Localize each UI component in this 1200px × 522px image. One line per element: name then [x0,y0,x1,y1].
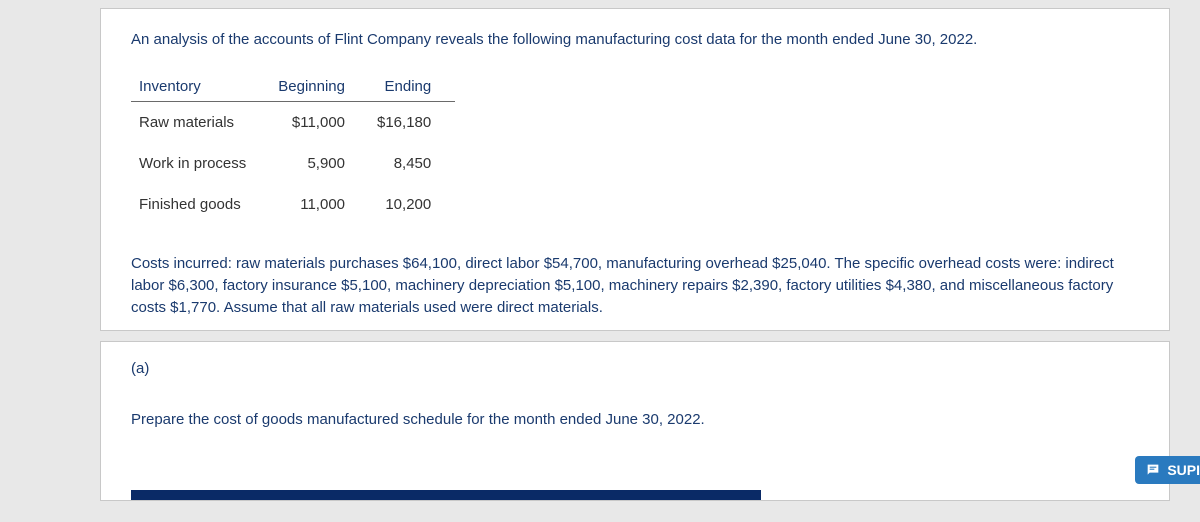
row-beg: $11,000 [270,102,369,144]
table-row: Raw materials $11,000 $16,180 [131,102,455,144]
row-label: Raw materials [131,102,270,144]
row-beg: 11,000 [270,184,369,225]
row-label: Work in process [131,143,270,184]
table-header-row: Inventory Beginning Ending [131,70,455,102]
problem-card: An analysis of the accounts of Flint Com… [100,8,1170,331]
support-button[interactable]: SUPI [1135,456,1200,484]
row-label: Finished goods [131,184,270,225]
row-end: 8,450 [369,143,455,184]
chat-icon [1145,462,1161,478]
inventory-table: Inventory Beginning Ending Raw materials… [131,70,455,225]
row-end: $16,180 [369,102,455,144]
row-end: 10,200 [369,184,455,225]
col-beginning: Beginning [270,70,369,102]
part-label: (a) [131,360,1139,377]
question-card: (a) Prepare the cost of goods manufactur… [100,341,1170,501]
intro-text: An analysis of the accounts of Flint Com… [131,31,1139,48]
row-beg: 5,900 [270,143,369,184]
table-row: Finished goods 11,000 10,200 [131,184,455,225]
progress-bar [131,490,761,500]
col-inventory: Inventory [131,70,270,102]
support-label: SUPI [1167,462,1200,478]
col-ending: Ending [369,70,455,102]
instruction-text: Prepare the cost of goods manufactured s… [131,411,1139,428]
costs-text: Costs incurred: raw materials purchases … [131,253,1139,318]
table-row: Work in process 5,900 8,450 [131,143,455,184]
